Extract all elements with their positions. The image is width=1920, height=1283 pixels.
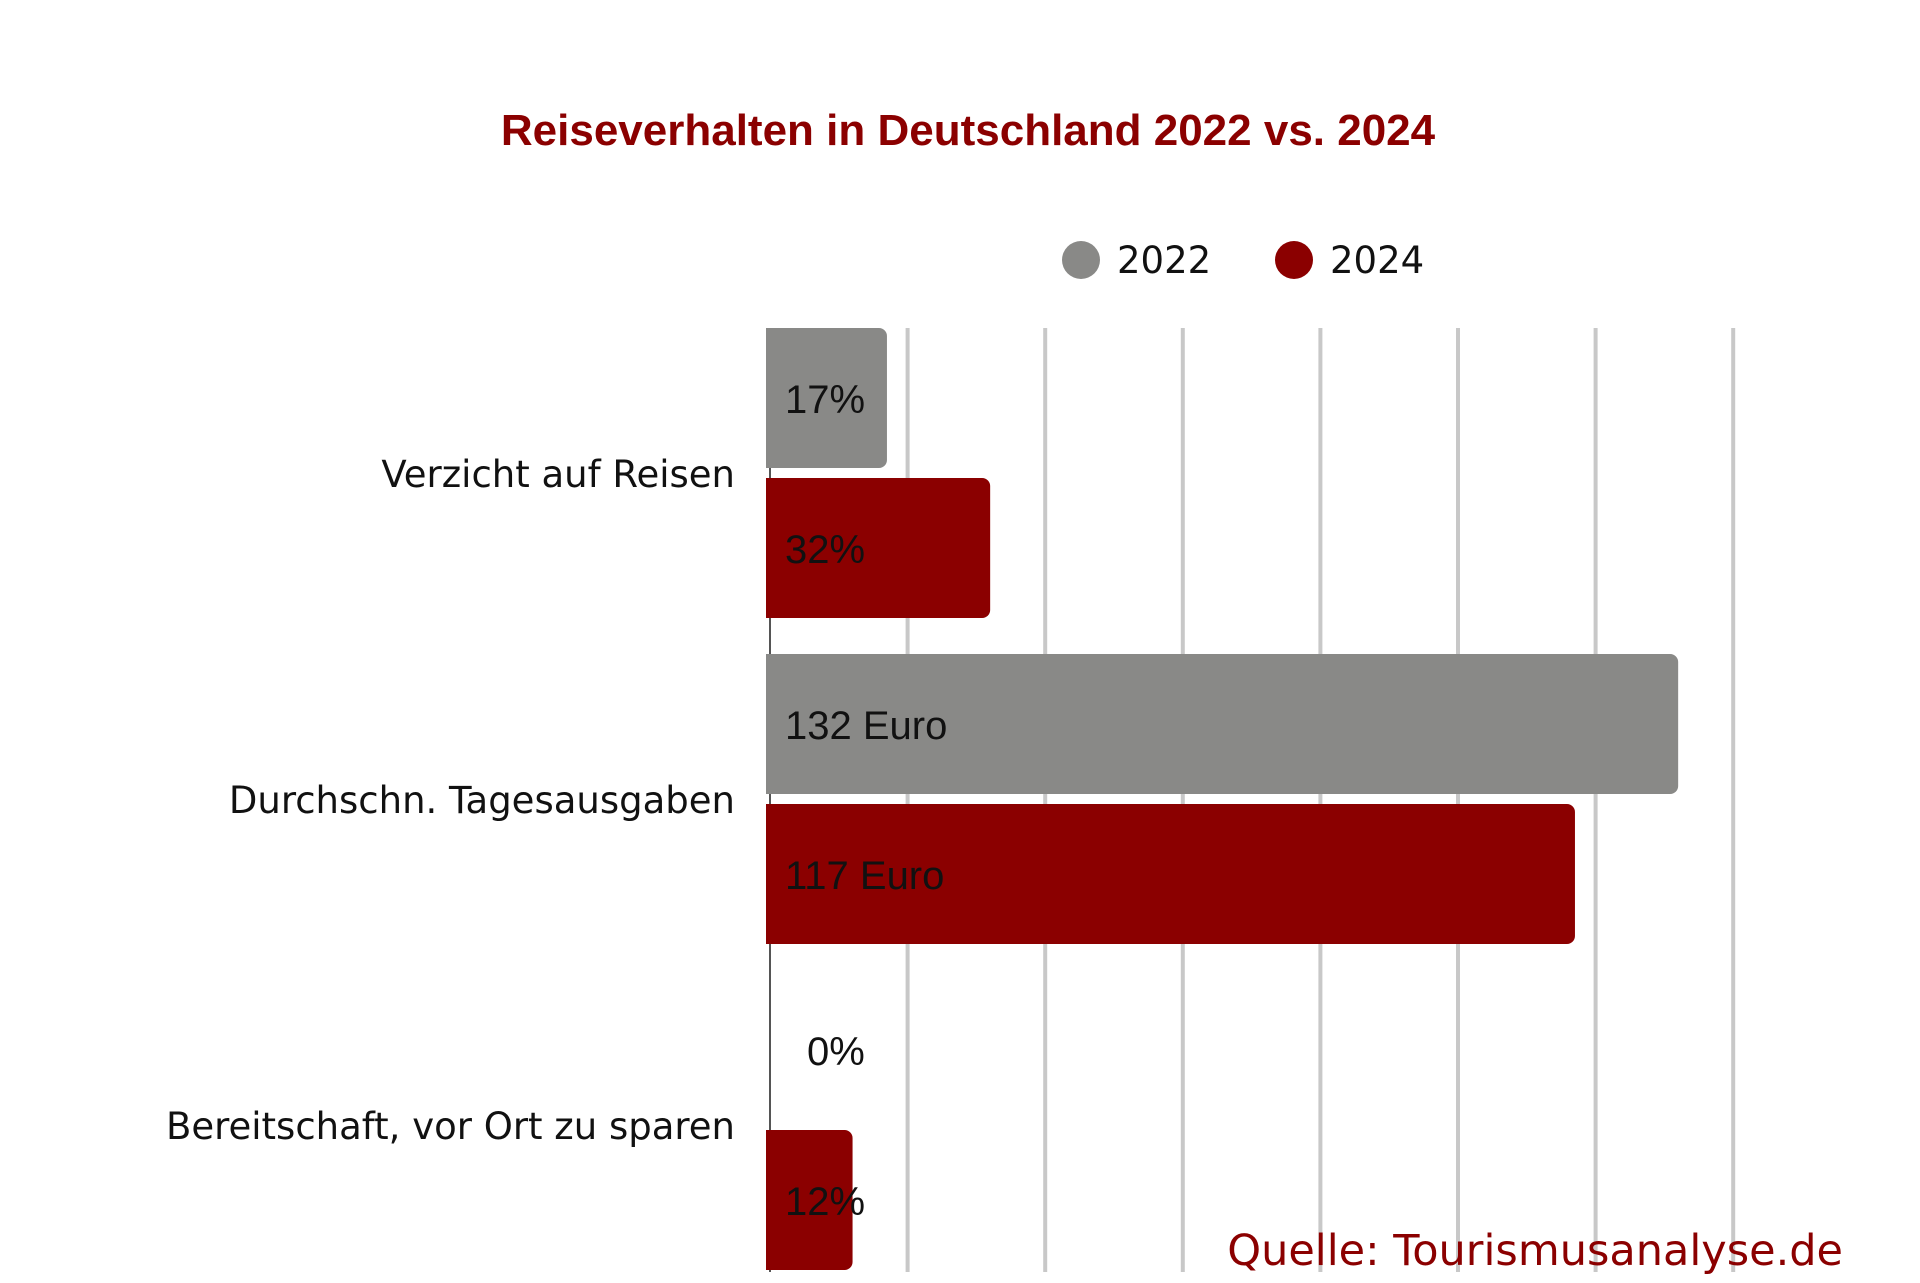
category-label: Bereitschaft, vor Ort zu sparen bbox=[166, 1105, 735, 1148]
data-label: 132 Euro bbox=[785, 704, 947, 748]
gridlines bbox=[769, 328, 1736, 1272]
data-label: 0% bbox=[807, 1030, 865, 1074]
category-label: Durchschn. Tagesausgaben bbox=[229, 779, 735, 822]
legend: 2022 2024 bbox=[1062, 239, 1424, 282]
bar-left-edge-2024-0 bbox=[766, 478, 778, 618]
bar-left-edge-2022-1 bbox=[766, 654, 778, 794]
data-label: 12% bbox=[785, 1180, 865, 1224]
legend-label-2022: 2022 bbox=[1117, 239, 1211, 282]
legend-marker-2024 bbox=[1275, 241, 1313, 279]
bar-2022-0 bbox=[766, 328, 887, 468]
legend-label-2024: 2024 bbox=[1330, 239, 1424, 282]
bar-left-edge-2024-1 bbox=[766, 804, 778, 944]
bar-left-edge-2024-2 bbox=[766, 1130, 778, 1270]
bar-left-edge-2022-0 bbox=[766, 328, 778, 468]
category-labels: Verzicht auf Reisen Durchschn. Tagesausga… bbox=[166, 453, 735, 1148]
legend-marker-2022 bbox=[1062, 241, 1100, 279]
bar-2024-0 bbox=[766, 478, 991, 618]
chart-title: Reiseverhalten in Deutschland 2022 vs. 2… bbox=[501, 106, 1436, 155]
data-label: 32% bbox=[785, 528, 865, 572]
bars: 17% 32% 132 Euro 117 Euro 0% 12% bbox=[766, 328, 1679, 1270]
category-label: Verzicht auf Reisen bbox=[381, 453, 735, 496]
source-note: Quelle: Tourismusanalyse.de bbox=[1227, 1226, 1843, 1276]
bar-2024-1 bbox=[766, 804, 1575, 944]
bar-2022-1 bbox=[766, 654, 1679, 794]
bar-2024-2 bbox=[766, 1130, 853, 1270]
data-label: 17% bbox=[785, 378, 865, 422]
data-label: 117 Euro bbox=[785, 854, 944, 898]
